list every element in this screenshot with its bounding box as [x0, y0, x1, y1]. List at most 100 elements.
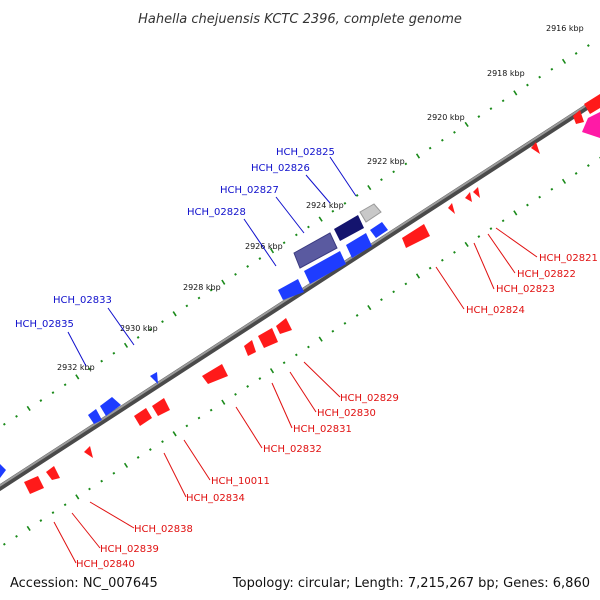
genome-summary-text: Topology: circular; Length: 7,215,267 bp…: [232, 576, 590, 591]
gene-arrow: [473, 187, 480, 198]
leader-line: [163, 452, 187, 498]
gene-arrow: [88, 409, 102, 424]
leader-line: [289, 371, 317, 413]
leader-line: [435, 266, 465, 310]
track-tick: [489, 227, 493, 231]
track-tick: [501, 219, 505, 223]
track-tick: [367, 184, 372, 191]
track-tick: [294, 233, 298, 237]
gene-arrow: [46, 466, 60, 480]
minus-strand-genes: [24, 94, 600, 494]
track-tick: [234, 272, 237, 276]
gene-arrow: [334, 215, 364, 241]
gene-arrow: [582, 112, 600, 138]
track-tick: [538, 195, 542, 199]
track-tick: [123, 462, 129, 468]
leader-line: [271, 382, 293, 429]
leader-line: [53, 521, 77, 564]
leader-line: [305, 174, 331, 204]
track-tick: [209, 408, 213, 412]
track-tick: [550, 187, 554, 191]
leader-line: [473, 242, 495, 290]
track-tick: [489, 107, 493, 111]
track-tick: [453, 250, 456, 254]
track-tick: [513, 90, 518, 96]
map-title: Hahella chejuensis KCTC 2396, complete g…: [138, 12, 462, 27]
gene-label: HCH_02821: [539, 253, 598, 264]
leader-line: [89, 501, 135, 529]
gene-label: HCH_02827: [220, 185, 279, 196]
gene-label: HCH_02834: [186, 493, 245, 504]
track-tick: [380, 298, 383, 302]
gene-arrow: [584, 94, 600, 114]
gene-label: HCH_02832: [263, 444, 322, 455]
kbp-label: 2916 kbp: [546, 24, 584, 33]
track-tick: [574, 172, 578, 175]
gene-arrow: [244, 340, 256, 356]
track-tick: [269, 368, 275, 374]
track-tick: [15, 414, 18, 418]
leader-line: [107, 307, 135, 346]
gene-arrow: [293, 232, 338, 269]
track-tick: [112, 351, 116, 355]
track-tick: [440, 258, 444, 262]
track-tick: [561, 178, 567, 184]
gene-label: HCH_02833: [53, 295, 112, 306]
gene-arrow: [152, 398, 170, 416]
gene-label: HCH_02835: [15, 319, 74, 330]
track-tick: [258, 377, 262, 380]
gene-label: HCH_02825: [276, 147, 335, 158]
leader-line: [275, 196, 305, 234]
track-tick: [586, 44, 590, 47]
kbp-label: 2918 kbp: [487, 69, 525, 78]
track-tick: [392, 290, 396, 294]
gene-arrow: [84, 446, 93, 458]
track-tick: [355, 314, 359, 317]
track-tick: [526, 83, 529, 87]
leader-line: [329, 156, 357, 197]
track-tick: [550, 67, 554, 71]
track-tick: [112, 471, 116, 475]
track-tick: [501, 99, 505, 103]
track-tick: [355, 194, 359, 197]
gene-label: HCH_02824: [466, 305, 525, 316]
leader-line: [71, 512, 101, 549]
gene-arrow: [573, 110, 584, 124]
gene-arrow: [465, 192, 472, 202]
track-tick: [343, 201, 347, 205]
track-tick: [318, 336, 323, 342]
kbp-label: 2920 kbp: [427, 113, 465, 122]
track-tick: [39, 399, 43, 402]
gene-arrow: [359, 203, 382, 223]
track-tick: [538, 75, 542, 79]
gene-arrow: [276, 318, 292, 334]
track-tick: [307, 345, 310, 349]
gene-label: HCH_02822: [517, 269, 576, 280]
track-tick: [574, 52, 578, 55]
track-tick: [209, 288, 213, 292]
gene-label: HCH_02826: [251, 163, 310, 174]
track-tick: [318, 216, 323, 222]
track-tick: [221, 399, 226, 405]
plus-gene-labels: HCH_02825 HCH_02826 HCH_02827 HCH_02828 …: [15, 147, 335, 330]
leader-line: [183, 439, 211, 481]
track-tick: [404, 162, 408, 166]
gene-label: HCH_02829: [340, 393, 399, 404]
track-tick: [561, 58, 567, 64]
gene-label: HCH_02838: [134, 524, 193, 535]
track-tick: [415, 273, 421, 279]
kbp-label: 2930 kbp: [120, 324, 158, 333]
track-tick: [428, 146, 432, 150]
track-tick: [136, 336, 140, 339]
plus-strand-genes: [0, 203, 388, 478]
track-tick: [185, 304, 189, 308]
gene-arrow: [531, 142, 540, 154]
gene-arrow: [24, 476, 44, 494]
track-tick: [269, 248, 275, 254]
track-tick: [2, 422, 6, 426]
leader-line: [495, 227, 538, 258]
gene-label: HCH_02840: [76, 559, 135, 570]
track-tick: [75, 374, 80, 380]
kbp-tick-labels: 2916 kbp 2918 kbp 2920 kbp 2922 kbp 2924…: [57, 24, 584, 372]
